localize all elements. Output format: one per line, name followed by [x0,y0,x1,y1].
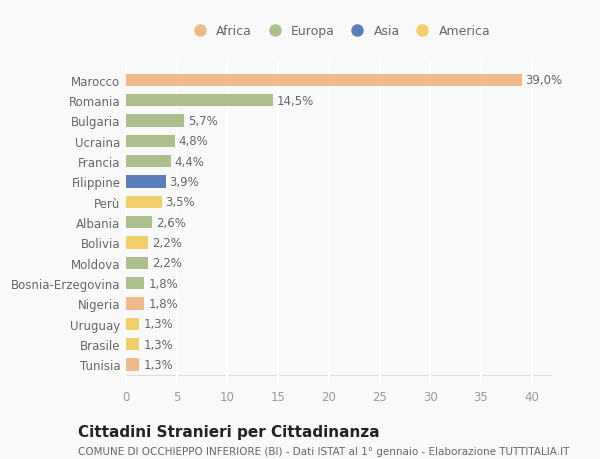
Text: 1,8%: 1,8% [148,297,178,310]
Bar [126,298,144,310]
Text: 4,4%: 4,4% [175,155,205,168]
Bar [126,95,273,107]
Text: 39,0%: 39,0% [526,74,563,87]
Bar [126,338,139,351]
Bar [126,358,139,371]
Bar [126,115,184,127]
Bar [126,196,161,208]
Bar [126,237,148,249]
Bar [126,74,521,87]
Text: 2,2%: 2,2% [152,236,182,249]
Bar [126,156,170,168]
Bar [126,176,166,188]
Bar [126,257,148,269]
Text: Cittadini Stranieri per Cittadinanza: Cittadini Stranieri per Cittadinanza [78,425,380,440]
Text: COMUNE DI OCCHIEPPO INFERIORE (BI) - Dati ISTAT al 1° gennaio - Elaborazione TUT: COMUNE DI OCCHIEPPO INFERIORE (BI) - Dat… [78,446,569,456]
Text: 3,5%: 3,5% [166,196,195,209]
Bar [126,318,139,330]
Text: 5,7%: 5,7% [188,115,218,128]
Text: 1,3%: 1,3% [143,358,173,371]
Text: 2,6%: 2,6% [157,216,187,229]
Text: 3,9%: 3,9% [170,175,199,189]
Legend: Africa, Europa, Asia, America: Africa, Europa, Asia, America [182,20,496,43]
Text: 1,3%: 1,3% [143,318,173,330]
Text: 14,5%: 14,5% [277,95,314,107]
Bar [126,135,175,147]
Text: 2,2%: 2,2% [152,257,182,270]
Bar [126,277,144,290]
Text: 4,8%: 4,8% [179,135,208,148]
Bar [126,217,152,229]
Text: 1,8%: 1,8% [148,277,178,290]
Text: 1,3%: 1,3% [143,338,173,351]
